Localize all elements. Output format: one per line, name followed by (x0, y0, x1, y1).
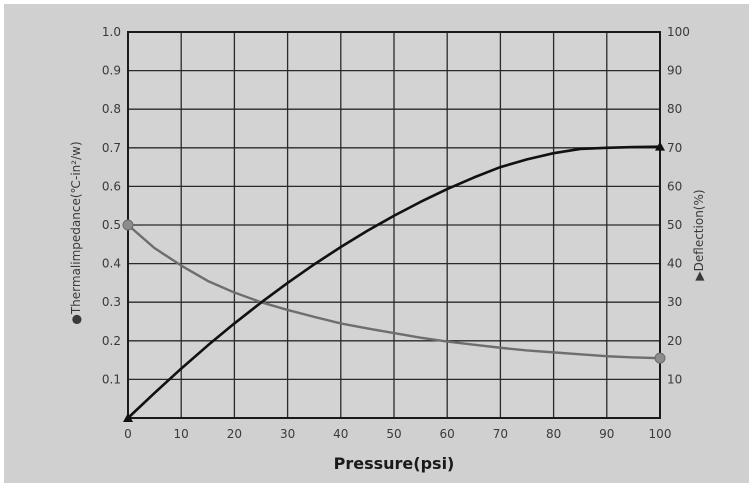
x-tick-label: 80 (546, 427, 561, 441)
right-y-tick-label: 30 (667, 295, 682, 309)
x-tick-label: 30 (280, 427, 295, 441)
x-axis-title: Pressure(psi) (334, 454, 455, 473)
left-y-tick-label: 0.9 (102, 64, 121, 78)
right-y-tick-label: 80 (667, 102, 682, 116)
x-tick-label: 50 (386, 427, 401, 441)
thermal-impedance-line (126, 223, 662, 360)
right-y-tick-label: 90 (667, 64, 682, 78)
left-y-tick-label: 0.6 (102, 179, 121, 193)
deflection-marker (655, 141, 665, 151)
left-y-tick-label: 0.3 (102, 295, 121, 309)
right-y-tick-label: 40 (667, 257, 682, 271)
left-y-tick-label: 0.5 (102, 218, 121, 232)
left-y-tick-label: 1.0 (102, 25, 121, 39)
x-tick-label: 40 (333, 427, 348, 441)
left-y-tick-label: 0.4 (102, 257, 121, 271)
left-y-axis-title: ●Thermalimpedance(℃-in²/w) (69, 141, 83, 324)
right-y-tick-label: 20 (667, 334, 682, 348)
x-tick-label: 60 (440, 427, 455, 441)
right-y-tick-label: 10 (667, 372, 682, 386)
right-y-axis-title: ▶Deflection(%) (692, 189, 706, 280)
left-y-tick-label: 0.1 (102, 372, 121, 386)
right-y-tick-label: 60 (667, 179, 682, 193)
right-y-tick-label: 50 (667, 218, 682, 232)
left-y-tick-label: 0.7 (102, 141, 121, 155)
x-tick-label: 70 (493, 427, 508, 441)
right-y-tick-label: 100 (667, 25, 690, 39)
deflection-marker (123, 413, 133, 422)
x-tick-label: 90 (599, 427, 614, 441)
left-y-tick-label: 0.8 (102, 102, 121, 116)
thermal-impedance-marker (122, 219, 134, 231)
thermal-impedance-marker (654, 352, 666, 364)
x-tick-label: 20 (227, 427, 242, 441)
right-y-tick-label: 70 (667, 141, 682, 155)
x-tick-label: 0 (124, 427, 132, 441)
x-tick-label: 10 (174, 427, 189, 441)
x-tick-label: 100 (649, 427, 672, 441)
deflection-line (126, 145, 662, 420)
left-y-tick-label: 0.2 (102, 334, 121, 348)
